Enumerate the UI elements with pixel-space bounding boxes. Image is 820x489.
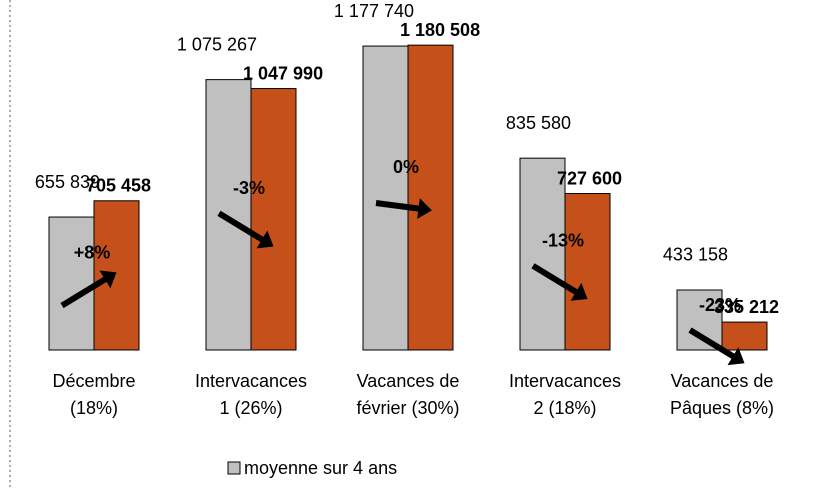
value-label: 1 075 267 [177, 34, 257, 54]
arrow-head [570, 283, 588, 301]
value-label: 1 047 990 [243, 63, 323, 83]
x-tick-label: Vacances de [357, 371, 460, 391]
value-label: 433 158 [663, 245, 728, 265]
bar [93, 200, 140, 351]
x-tick-label: Intervacances [509, 371, 621, 391]
value-label: 1 180 508 [400, 20, 480, 40]
arrow [60, 274, 110, 309]
bar [250, 88, 297, 351]
change-label: -13% [542, 231, 584, 251]
bar [721, 321, 768, 351]
bar [48, 216, 95, 351]
arrow-head [99, 270, 117, 289]
change-label: +8% [74, 242, 111, 262]
arrow-head [417, 198, 432, 219]
change-label: -3% [233, 178, 265, 198]
value-label: 335 212 [714, 297, 779, 317]
bar [519, 157, 566, 351]
value-label: 835 580 [506, 113, 571, 133]
x-tick-label: 2 (18%) [533, 398, 596, 418]
change-label: -23% [699, 295, 741, 315]
bar [564, 193, 611, 351]
legend-label: moyenne sur 4 ans [244, 458, 397, 478]
arrow [375, 200, 423, 213]
x-tick-label: Pâques (8%) [670, 398, 774, 418]
arrow [688, 327, 738, 361]
arrow-head [727, 347, 745, 366]
bar [205, 79, 252, 351]
x-tick-label: (18%) [70, 398, 118, 418]
arrow [531, 263, 581, 297]
value-label: 655 839 [35, 172, 100, 192]
bar [407, 44, 454, 351]
x-tick-label: Vacances de [671, 371, 774, 391]
value-label: 705 458 [86, 176, 151, 196]
legend-swatch [227, 461, 241, 475]
x-tick-label: Décembre [52, 371, 135, 391]
bar [362, 45, 409, 351]
bar [676, 289, 723, 351]
x-tick-label: février (30%) [356, 398, 459, 418]
value-label: 727 600 [557, 168, 622, 188]
change-label: 0% [393, 157, 419, 177]
x-tick-label: Intervacances [195, 371, 307, 391]
value-label: 1 177 740 [334, 1, 414, 21]
arrow [217, 210, 267, 244]
arrow-head [256, 230, 274, 249]
x-tick-label: 1 (26%) [219, 398, 282, 418]
